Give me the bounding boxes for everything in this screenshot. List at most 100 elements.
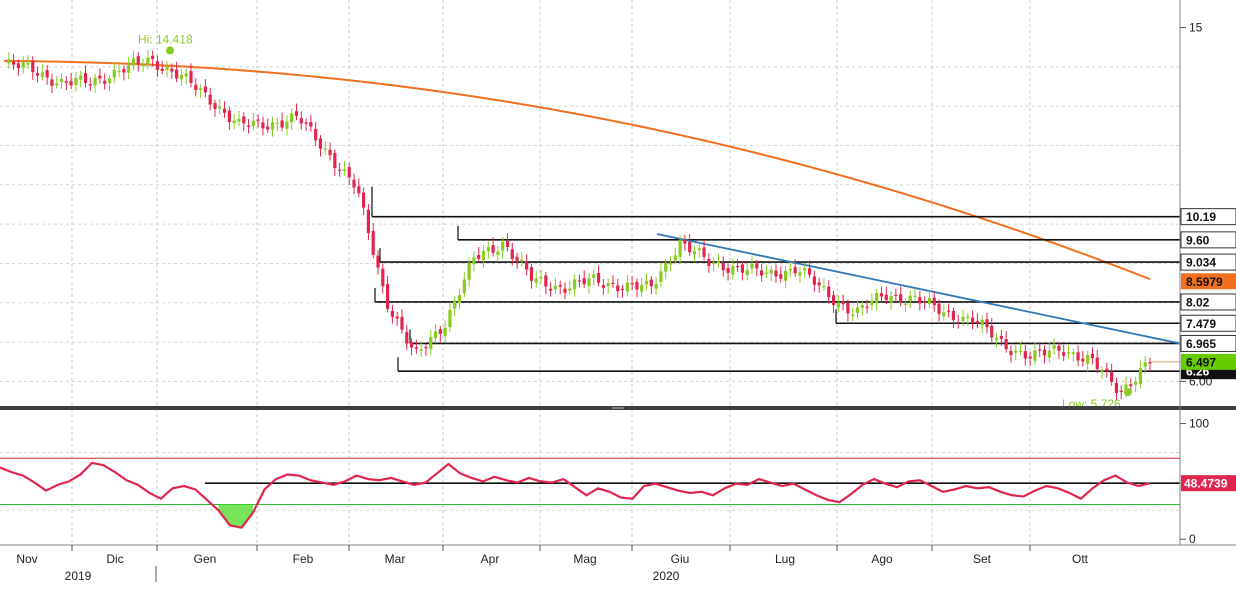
candle-up: [908, 295, 912, 302]
candle-up: [1018, 350, 1023, 352]
candle-down: [256, 119, 260, 121]
candle-up: [644, 280, 649, 285]
candle-up: [232, 120, 236, 124]
month-label: Mar: [385, 552, 406, 566]
candle-down: [879, 293, 884, 297]
candle-up: [448, 309, 452, 328]
candle-down: [951, 311, 956, 321]
candle-down: [985, 319, 989, 328]
candle-down: [213, 103, 217, 109]
year-label: 2020: [653, 569, 680, 583]
candle-down: [246, 125, 251, 127]
candle-up: [640, 285, 644, 292]
candle-up: [481, 251, 486, 261]
moving-average-label: 8.5979: [1186, 275, 1223, 289]
candle-down: [122, 69, 126, 73]
candle-up: [1138, 368, 1143, 385]
candle-down: [385, 283, 390, 309]
candle-down: [1062, 352, 1066, 356]
candle-down: [779, 274, 783, 279]
moving-average-line: [3, 59, 1151, 281]
candle-down: [970, 317, 975, 324]
candle-down: [16, 63, 20, 69]
candle-up: [961, 316, 965, 322]
candle-up: [496, 251, 500, 255]
candle-down: [1105, 368, 1109, 371]
candle-down: [601, 285, 605, 288]
candle-down: [999, 336, 1003, 339]
candle-down: [314, 128, 318, 141]
candle-up: [433, 331, 438, 338]
candle-up: [803, 268, 807, 271]
level-label-box: [1180, 293, 1236, 311]
candle-down: [438, 329, 442, 334]
candle-up: [1052, 345, 1056, 349]
candle-down: [1114, 383, 1119, 394]
candle-down: [409, 342, 414, 348]
candle-up: [668, 262, 673, 265]
level-label-box: [1180, 253, 1236, 271]
candle-down: [525, 261, 529, 270]
candle-down: [1119, 390, 1123, 393]
candle-down: [390, 310, 394, 317]
candle-down: [175, 69, 179, 79]
candle-down: [1038, 349, 1042, 351]
candle-up: [107, 78, 112, 84]
candle-up: [457, 295, 462, 303]
candle-up: [731, 266, 735, 275]
candle-down: [333, 152, 337, 169]
candle-up: [994, 337, 999, 340]
candle-down: [865, 306, 869, 308]
month-label: Gen: [194, 552, 217, 566]
candle-up: [146, 57, 150, 66]
candle-down: [577, 280, 581, 282]
candle-down: [846, 302, 850, 314]
high-annotation: Hi: 14.418: [138, 32, 193, 46]
candle-up: [678, 240, 682, 257]
candle-up: [697, 248, 701, 251]
candle-up: [165, 66, 169, 71]
candle-up: [117, 70, 121, 73]
candle-up: [927, 297, 932, 304]
candle-down: [1110, 371, 1114, 382]
candle-up: [769, 269, 773, 274]
month-label: Apr: [481, 552, 500, 566]
level-label: 10.19: [1186, 210, 1216, 224]
candle-up: [1066, 352, 1071, 354]
candle-up: [237, 118, 241, 122]
candle-down: [1129, 384, 1133, 387]
candle-down: [69, 81, 73, 86]
oscillator-tick-label: 0: [1189, 532, 1196, 546]
candle-down: [371, 230, 375, 255]
candle-down: [1090, 353, 1095, 359]
candle-down: [189, 71, 193, 84]
candle-down: [831, 295, 836, 306]
candle-down: [309, 122, 313, 127]
candle-down: [1004, 338, 1008, 350]
candle-down: [544, 275, 548, 287]
candle-down: [812, 276, 816, 285]
candle-up: [429, 337, 433, 350]
candle-down: [395, 316, 399, 319]
candle-up: [472, 257, 476, 265]
candle-down: [975, 321, 979, 324]
candle-down: [956, 322, 960, 324]
candle-down: [807, 268, 812, 275]
candle-down: [155, 61, 160, 70]
candle-down: [793, 267, 797, 274]
candle-down: [414, 347, 418, 349]
candle-up: [462, 279, 466, 294]
candle-down: [505, 240, 510, 247]
candle-up: [1143, 362, 1147, 367]
candle-down: [707, 259, 711, 266]
candle-down: [630, 283, 634, 285]
candle-up: [592, 274, 596, 279]
candle-down: [208, 94, 212, 105]
candle-down: [170, 68, 174, 72]
candle-down: [151, 55, 155, 60]
candle-up: [127, 63, 131, 73]
level-label: 8.02: [1186, 295, 1210, 309]
candle-down: [841, 301, 845, 305]
last-price-label: 6.497: [1186, 355, 1216, 369]
